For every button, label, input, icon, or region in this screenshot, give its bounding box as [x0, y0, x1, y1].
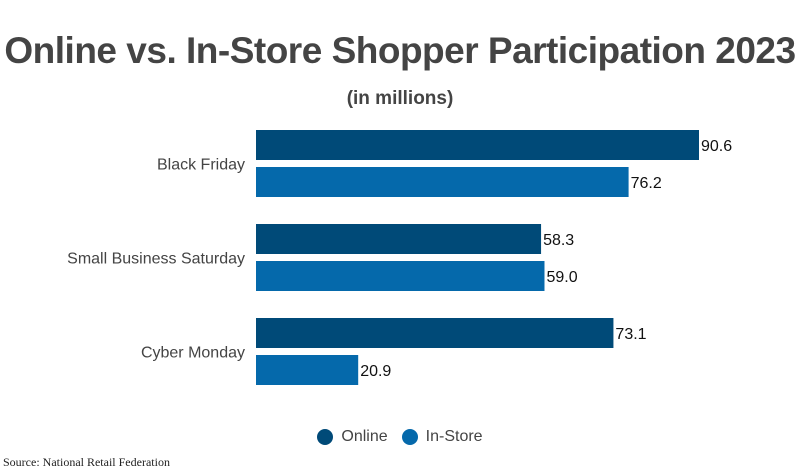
category-label: Black Friday — [157, 157, 245, 174]
data-label: 58.3 — [543, 232, 574, 249]
bar-in-store — [256, 355, 359, 385]
bar-online — [256, 224, 542, 254]
bar-online — [256, 318, 614, 348]
bar-online — [256, 130, 699, 160]
data-label: 76.2 — [631, 175, 662, 192]
category-label: Small Business Saturday — [67, 251, 245, 268]
data-label: 59.0 — [546, 269, 577, 286]
legend-item-online: Online — [317, 428, 388, 446]
chart-title: Online vs. In-Store Shopper Participatio… — [4, 30, 796, 71]
data-label: 73.1 — [615, 326, 646, 343]
legend-label-online: Online — [341, 428, 388, 445]
chart-subtitle: (in millions) — [346, 88, 454, 109]
data-label: 20.9 — [360, 363, 391, 380]
legend-swatch-in-store — [401, 429, 418, 445]
bar-in-store — [256, 167, 629, 197]
data-label: 90.6 — [701, 138, 732, 155]
category-label: Cyber Monday — [141, 345, 245, 362]
bar-in-store — [256, 261, 545, 291]
legend-item-in-store: In-Store — [401, 428, 483, 446]
source-note: Source: National Retail Federation — [3, 455, 170, 469]
legend-label-in-store: In-Store — [425, 428, 483, 445]
legend: Online In-Store — [0, 428, 800, 446]
legend-swatch-online — [317, 429, 334, 445]
